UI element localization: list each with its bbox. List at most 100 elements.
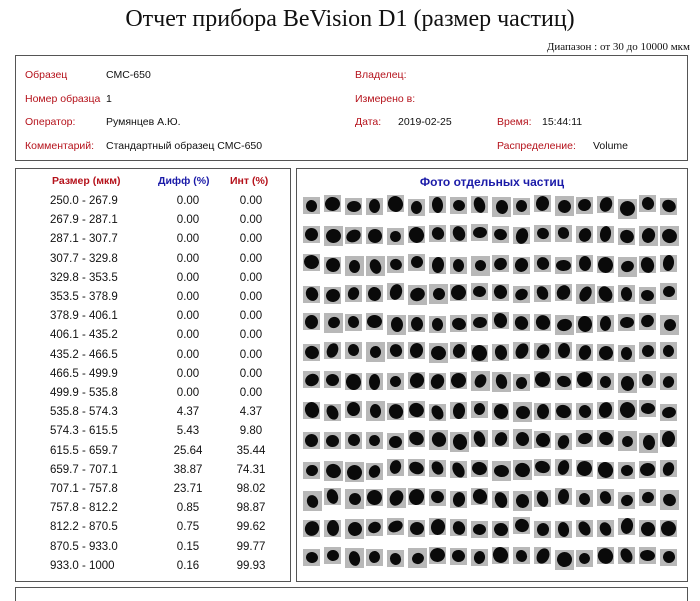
particle bbox=[304, 314, 319, 329]
cell-size: 933.0 - 1000 bbox=[50, 559, 115, 572]
particle-thumbnail bbox=[492, 196, 511, 217]
particle bbox=[578, 255, 591, 272]
particle-thumbnail bbox=[324, 312, 343, 333]
particle-grid bbox=[301, 193, 681, 577]
particle-thumbnail bbox=[512, 256, 531, 275]
particle-thumbnail bbox=[617, 227, 636, 246]
particle bbox=[449, 460, 468, 480]
report-title: Отчет прибора BeVision D1 (размер частиц… bbox=[125, 6, 575, 32]
particle bbox=[344, 227, 363, 245]
particle-thumbnail bbox=[639, 342, 656, 360]
particle-thumbnail bbox=[366, 313, 383, 331]
particle-thumbnail bbox=[450, 256, 467, 274]
particle-thumbnail bbox=[471, 283, 488, 301]
particle-thumbnail bbox=[595, 459, 616, 481]
particle bbox=[428, 372, 447, 392]
comment-label: Комментарий: bbox=[25, 140, 95, 152]
particle bbox=[410, 200, 423, 215]
particle bbox=[556, 458, 571, 476]
particle bbox=[366, 520, 383, 536]
particle bbox=[451, 549, 466, 563]
particle-thumbnail bbox=[408, 315, 425, 333]
particle-thumbnail bbox=[387, 341, 404, 359]
particle-thumbnail bbox=[471, 195, 488, 215]
particle-thumbnail bbox=[492, 521, 509, 539]
particle bbox=[533, 546, 552, 566]
particle-thumbnail bbox=[345, 462, 364, 483]
particle-thumbnail bbox=[387, 433, 404, 451]
particle bbox=[598, 225, 613, 244]
particle-thumbnail bbox=[345, 488, 364, 509]
header-size: Размер (мкм) bbox=[52, 175, 121, 187]
particle bbox=[325, 434, 340, 448]
particle bbox=[388, 228, 403, 244]
particle-thumbnail bbox=[555, 372, 572, 390]
particle bbox=[388, 459, 403, 476]
particle bbox=[450, 284, 467, 302]
size-distribution-table: Размер (мкм) Дифф (%) Инт (%) 250.0 - 26… bbox=[15, 168, 291, 582]
particle bbox=[302, 400, 321, 420]
particle-thumbnail bbox=[576, 549, 593, 567]
particle bbox=[348, 259, 361, 274]
particle bbox=[325, 488, 340, 506]
particle bbox=[513, 286, 530, 303]
particle-thumbnail bbox=[450, 490, 467, 508]
particle-thumbnail bbox=[575, 459, 594, 478]
particle bbox=[451, 402, 466, 420]
particle bbox=[451, 433, 468, 452]
particle bbox=[326, 373, 339, 386]
particle bbox=[554, 549, 575, 570]
particle-thumbnail bbox=[576, 490, 593, 508]
particle bbox=[640, 226, 657, 246]
particle bbox=[346, 433, 361, 447]
particle bbox=[431, 196, 444, 213]
particle bbox=[369, 345, 382, 358]
info-panel: Образец СМС-650 Владелец: Номер образца … bbox=[15, 55, 688, 161]
particle bbox=[368, 551, 381, 564]
particle-thumbnail bbox=[303, 491, 322, 512]
particle bbox=[388, 435, 403, 448]
cell-cum: 0.00 bbox=[239, 271, 263, 284]
particle-thumbnail bbox=[639, 195, 656, 213]
particle bbox=[576, 225, 593, 244]
particle-thumbnail bbox=[387, 372, 404, 390]
particle-thumbnail bbox=[366, 197, 383, 215]
photos-title: Фото отдельных частиц bbox=[419, 175, 565, 189]
particle bbox=[661, 430, 676, 448]
particle bbox=[325, 257, 340, 273]
particle-thumbnail bbox=[576, 343, 593, 362]
cell-diff: 5.43 bbox=[176, 425, 200, 438]
cell-diff: 0.00 bbox=[176, 310, 200, 323]
particle bbox=[556, 521, 571, 538]
cell-size: 499.9 - 535.8 bbox=[50, 387, 118, 399]
particle-thumbnail bbox=[534, 255, 551, 273]
particle-thumbnail bbox=[492, 490, 509, 510]
particle bbox=[346, 201, 361, 213]
particle-thumbnail bbox=[597, 520, 614, 538]
particle bbox=[346, 490, 363, 507]
particle-thumbnail bbox=[534, 195, 551, 213]
particle-thumbnail bbox=[387, 314, 406, 335]
cell-diff: 38.87 bbox=[173, 463, 203, 476]
table-row: 615.5 - 659.7 25.64 35.44 bbox=[16, 445, 290, 464]
particle-thumbnail bbox=[345, 518, 364, 539]
particle-thumbnail bbox=[513, 491, 532, 512]
particle-thumbnail bbox=[301, 518, 322, 539]
table-row: 353.5 - 378.9 0.00 0.00 bbox=[16, 291, 290, 310]
table-row: 378.9 - 406.1 0.00 0.00 bbox=[16, 310, 290, 329]
cell-diff: 0.00 bbox=[176, 233, 200, 246]
particle bbox=[346, 314, 361, 330]
particle-thumbnail bbox=[618, 546, 635, 565]
particle-thumbnail bbox=[387, 282, 404, 302]
particle bbox=[619, 200, 636, 218]
comment-value: Стандартный образец СМС-650 bbox=[106, 140, 263, 152]
particle-thumbnail bbox=[450, 519, 467, 537]
cell-cum: 9.80 bbox=[239, 425, 263, 438]
cell-size: 870.5 - 933.0 bbox=[50, 540, 118, 553]
particle bbox=[365, 226, 384, 245]
particle bbox=[325, 549, 340, 562]
particle-thumbnail bbox=[408, 198, 425, 216]
particle-thumbnail bbox=[533, 341, 552, 361]
particle bbox=[493, 464, 510, 478]
particle-thumbnail bbox=[533, 370, 552, 390]
